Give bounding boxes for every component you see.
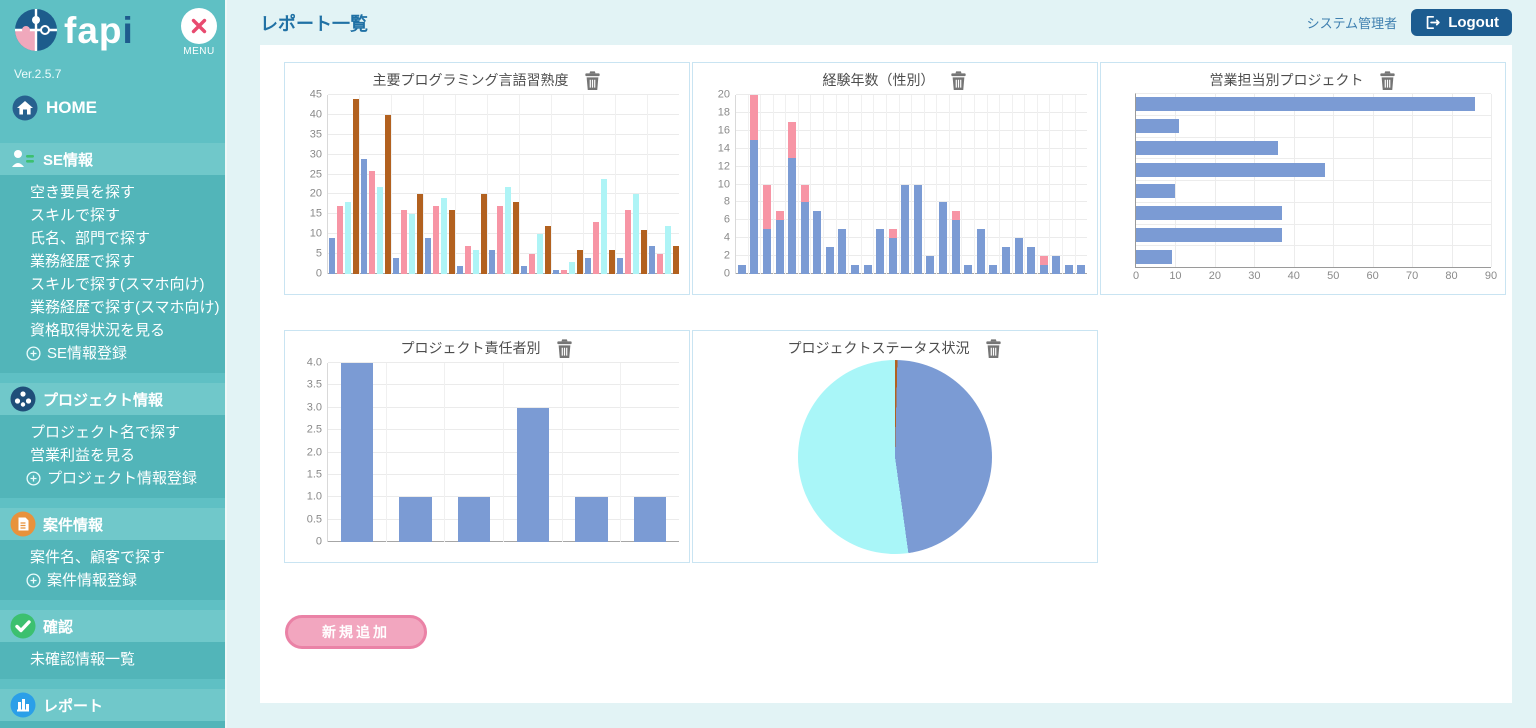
sidebar-item[interactable]: SE情報登録 xyxy=(0,342,225,365)
delete-chart-icon[interactable] xyxy=(583,70,602,91)
circle-plus-icon xyxy=(26,346,41,361)
sidebar-item[interactable]: 案件名、顧客で探す xyxy=(30,549,166,566)
se-person-key-icon xyxy=(10,146,36,172)
sidebar-section: プロジェクト情報プロジェクト名で探す 営業利益を見るプロジェクト情報登録 xyxy=(0,383,225,498)
circle-plus-icon xyxy=(26,573,41,588)
chart-title: 経験年数（性別） xyxy=(822,72,935,88)
app-logo-text: fapi xyxy=(64,9,134,51)
user-role-label: システム管理者 xyxy=(1306,16,1398,31)
delete-chart-icon[interactable] xyxy=(555,338,574,359)
app-version: Ver.2.5.7 xyxy=(14,67,62,81)
sidebar-section: SE情報空き要員を探す スキルで探す氏名、部門で探す 業務経歴で探すスキルで探す(ス… xyxy=(0,143,225,373)
chart-title: プロジェクトステータス状況 xyxy=(787,340,970,356)
logout-label: Logout xyxy=(1448,14,1499,31)
page-title: レポート一覧 xyxy=(260,13,368,34)
sidebar-section-header[interactable]: レポート xyxy=(0,689,225,721)
sidebar-item[interactable]: スキルで探す(スマホ向け) xyxy=(30,276,205,293)
confirm-check-icon xyxy=(10,613,36,639)
chart-body xyxy=(693,360,1097,557)
menu-label: MENU xyxy=(183,46,215,57)
chart-body: 0 5 10 15 20 25 30 35 40 45 xyxy=(285,89,689,288)
puzzle-logo-icon xyxy=(14,8,58,52)
delete-chart-icon[interactable] xyxy=(1378,70,1397,91)
report-chart-icon xyxy=(10,692,36,718)
chart-panel-experience-years: 経験年数（性別） 0 2 4 6 8 10 12 14 16 18 20 xyxy=(692,62,1098,295)
home-icon xyxy=(12,95,38,121)
chart-title: プロジェクト責任者別 xyxy=(400,340,541,356)
circle-plus-icon xyxy=(26,471,41,486)
sidebar-item[interactable]: 空き要員を探す xyxy=(30,184,136,201)
sidebar-item[interactable]: プロジェクト名で探す xyxy=(30,424,181,441)
case-document-icon xyxy=(10,511,36,537)
charts-row-2: プロジェクト責任者別 0 0.5 1.0 1.5 2.0 2.5 3.0 3.5 4.0 プロジ… xyxy=(284,330,1512,563)
sidebar-section: 案件情報案件名、顧客で探す案件情報登録 xyxy=(0,508,225,600)
chart-body: 0 2 4 6 8 10 12 14 16 18 20 xyxy=(693,89,1097,288)
close-icon xyxy=(181,8,217,44)
sidebar-item[interactable]: 氏名、部門で探す xyxy=(30,230,151,247)
sidebar-item[interactable]: 資格取得状況を見る xyxy=(30,322,166,339)
sidebar-item[interactable]: 業務経歴で探す xyxy=(30,253,136,270)
sidebar-item[interactable]: 未確認情報一覧 xyxy=(30,651,136,668)
sidebar-section-header[interactable]: プロジェクト情報 xyxy=(0,383,225,415)
delete-chart-icon[interactable] xyxy=(949,70,968,91)
chart-body: 0 0.5 1.0 1.5 2.0 2.5 3.0 3.5 4.0 xyxy=(285,357,689,556)
sidebar: fapi MENU Ver.2.5.7 HOME SE情報 空き要員を探す スキルで… xyxy=(0,0,227,728)
sidebar-home-label: HOME xyxy=(46,98,97,117)
chart-panel-project-manager: プロジェクト責任者別 0 0.5 1.0 1.5 2.0 2.5 3.0 3.5 4.0 xyxy=(284,330,690,563)
chart-panel-language-proficiency: 主要プログラミング言語習熟度 0 5 10 15 20 25 30 35 40 45 xyxy=(284,62,690,295)
charts-row-1: 主要プログラミング言語習熟度 0 5 10 15 20 25 30 35 40 45 経験年数（性… xyxy=(284,62,1512,295)
sidebar-item[interactable]: プロジェクト情報登録 xyxy=(0,467,225,490)
sidebar-section-header[interactable]: SE情報 xyxy=(0,143,225,175)
sidebar-section: 確認未確認情報一覧 xyxy=(0,610,225,679)
menu-close-button[interactable]: MENU xyxy=(181,8,217,57)
report-card: 主要プログラミング言語習熟度 0 5 10 15 20 25 30 35 40 45 経験年数（性… xyxy=(260,45,1512,703)
chart-panel-project-status: プロジェクトステータス状況 xyxy=(692,330,1098,563)
main-area: レポート一覧 システム管理者 Logout 主要プログラミング言語習熟度 xyxy=(227,0,1536,728)
sidebar-section-header[interactable]: 案件情報 xyxy=(0,508,225,540)
chart-panel-projects-by-sales: 営業担当別プロジェクト 0 10 20 30 40 50 60 70 80 90 xyxy=(1100,62,1506,295)
project-people-icon xyxy=(10,386,36,412)
sidebar-section-header[interactable]: 確認 xyxy=(0,610,225,642)
sidebar-item[interactable]: 案件情報登録 xyxy=(0,569,225,592)
topbar: レポート一覧 システム管理者 Logout xyxy=(227,0,1536,45)
logout-button[interactable]: Logout xyxy=(1411,9,1512,36)
chart-body: 0 10 20 30 40 50 60 70 80 90 xyxy=(1101,91,1505,288)
sidebar-item[interactable]: スキルで探す xyxy=(30,207,121,224)
sidebar-item[interactable]: 営業利益を見る xyxy=(30,447,136,464)
chart-title: 主要プログラミング言語習熟度 xyxy=(372,72,569,88)
delete-chart-icon[interactable] xyxy=(984,338,1003,359)
app-logo[interactable]: fapi xyxy=(14,8,134,52)
logout-door-icon xyxy=(1424,14,1441,31)
sidebar-item-home[interactable]: HOME xyxy=(0,81,225,133)
sidebar-item[interactable]: 業務経歴で探す(スマホ向け) xyxy=(30,299,220,316)
chart-title: 営業担当別プロジェクト xyxy=(1209,72,1364,88)
add-new-button[interactable]: 新規追加 xyxy=(285,615,427,649)
sidebar-sections: SE情報空き要員を探す スキルで探す氏名、部門で探す 業務経歴で探すスキルで探す(ス… xyxy=(0,143,225,728)
